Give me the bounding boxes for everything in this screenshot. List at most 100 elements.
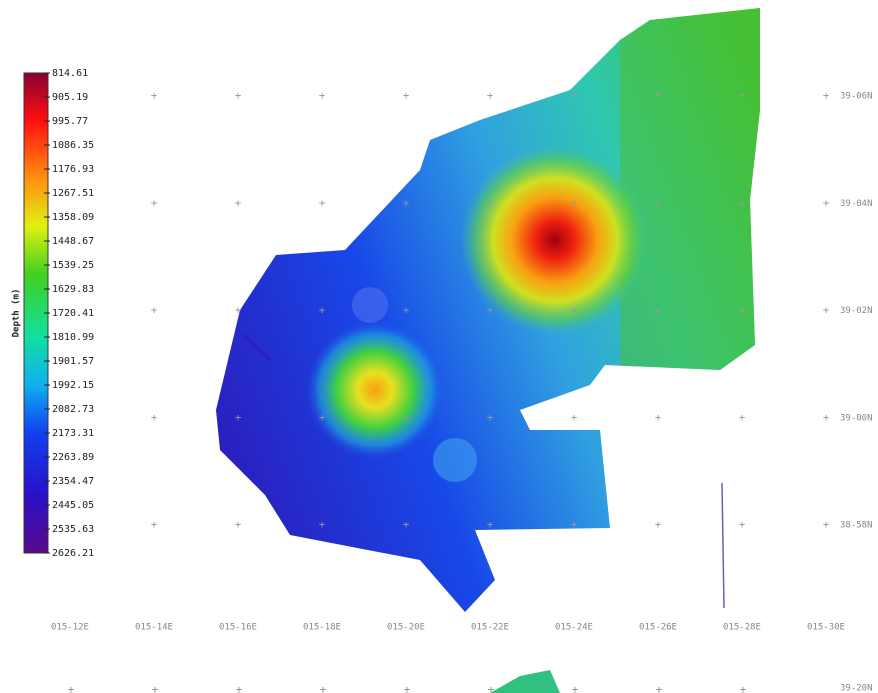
colorbar-ticks: 814.61 905.19 995.77 1086.35 1176.93 1267.51 1… <box>44 68 94 559</box>
grid-cross: + <box>823 196 830 209</box>
grid-cross: + <box>320 683 327 693</box>
longitude-label: 015-16E <box>219 623 257 633</box>
grid-cross: + <box>487 89 494 102</box>
grid-cross: + <box>656 683 663 693</box>
colorbar-tick-label: 2354.47 <box>52 476 94 487</box>
colorbar-tick-label: 995.77 <box>52 116 88 127</box>
grid-cross: + <box>151 89 158 102</box>
grid-cross: + <box>571 411 578 424</box>
colorbar-tick-label: 1810.99 <box>52 332 94 343</box>
longitude-label: 015-14E <box>135 623 173 633</box>
grid-cross: + <box>572 683 579 693</box>
grid-cross: + <box>319 304 326 317</box>
longitude-label: 015-30E <box>807 623 845 633</box>
grid-cross: + <box>403 518 410 531</box>
grid-cross: + <box>488 683 495 693</box>
latitude-label: 39-04N <box>840 199 873 209</box>
grid-cross: + <box>571 304 578 317</box>
grid-cross: + <box>823 89 830 102</box>
grid-cross: + <box>319 196 326 209</box>
map-grid: 015-12E 015-14E + + + + + + + + + +015-16E + + + + + + + + +… <box>51 89 872 693</box>
grid-cross: + <box>403 196 410 209</box>
grid-cross: + <box>488 683 495 693</box>
grid-cross: + <box>236 683 243 693</box>
grid-cross: + <box>235 89 242 102</box>
grid-cross: + <box>151 196 158 209</box>
grid-cross: + <box>404 683 411 693</box>
colorbar-label: Depth (m) <box>12 289 22 338</box>
grid-cross: + <box>152 683 159 693</box>
colorbar-tick-label: 1720.41 <box>52 308 94 319</box>
grid-cross: + <box>68 683 75 693</box>
colorbar-tick-label: 1992.15 <box>52 380 94 391</box>
colorbar-tick-label: 1901.57 <box>52 356 94 367</box>
grid-cross: + <box>656 683 663 693</box>
grid-cross: + <box>488 683 495 693</box>
grid-cross: + <box>740 683 747 693</box>
grid-cross: + <box>739 196 746 209</box>
grid-cross: + <box>487 411 494 424</box>
grid-cross: + <box>151 518 158 531</box>
survey-line <box>241 333 272 362</box>
latitude-label: 39-06N <box>840 92 873 102</box>
grid-cross: + <box>487 196 494 209</box>
grid-cross: + <box>823 411 830 424</box>
grid-cross: + <box>572 683 579 693</box>
grid-cross: + <box>236 683 243 693</box>
latitude-label: 39-20N <box>840 684 873 693</box>
grid-cross: + <box>739 411 746 424</box>
grid-cross: + <box>572 683 579 693</box>
grid-cross: + <box>823 518 830 531</box>
grid-cross: + <box>236 683 243 693</box>
grid-cross: + <box>404 683 411 693</box>
grid-cross: + <box>235 411 242 424</box>
grid-cross: + <box>823 304 830 317</box>
longitude-label: 015-26E <box>639 623 677 633</box>
grid-cross: + <box>320 683 327 693</box>
grid-cross: + <box>320 683 327 693</box>
grid-cross: + <box>656 683 663 693</box>
grid-cross: + <box>488 683 495 693</box>
longitude-label: 015-22E <box>471 623 509 633</box>
grid-cross: + <box>740 683 747 693</box>
latitude-label: 38-58N <box>840 521 873 531</box>
grid-cross: + <box>740 683 747 693</box>
grid-cross: + <box>319 518 326 531</box>
longitude-label: 015-28E <box>723 623 761 633</box>
grid-cross: + <box>151 304 158 317</box>
grid-cross: + <box>320 683 327 693</box>
colorbar-tick-label: 1086.35 <box>52 140 94 151</box>
grid-cross: + <box>571 196 578 209</box>
longitude-label: 015-20E <box>387 623 425 633</box>
grid-cross: + <box>655 89 662 102</box>
colorbar-tick-label: 2535.63 <box>52 524 94 535</box>
grid-cross: + <box>488 683 495 693</box>
grid-cross: + <box>68 683 75 693</box>
latitude-label: 39-00N <box>840 413 873 423</box>
grid-cross: + <box>487 304 494 317</box>
grid-cross: + <box>571 518 578 531</box>
grid-cross: + <box>655 411 662 424</box>
colorbar-tick-label: 814.61 <box>52 68 88 79</box>
colorbar-tick-label: 1539.25 <box>52 260 94 271</box>
colorbar-tick-label: 2263.89 <box>52 452 94 463</box>
grid-cross: + <box>68 683 75 693</box>
grid-cross: + <box>235 196 242 209</box>
grid-cross: + <box>739 89 746 102</box>
survey-line <box>721 482 725 609</box>
latitude-label: 39-02N <box>840 306 873 316</box>
colorbar-tick-label: 2626.21 <box>52 548 94 559</box>
grid-cross: + <box>404 683 411 693</box>
grid-cross: + <box>152 683 159 693</box>
grid-cross: + <box>571 89 578 102</box>
grid-cross: + <box>152 683 159 693</box>
grid-cross: + <box>68 683 75 693</box>
grid-cross: + <box>152 683 159 693</box>
grid-cross: + <box>740 683 747 693</box>
grid-cross: + <box>404 683 411 693</box>
colorbar-tick-label: 1448.67 <box>52 236 94 247</box>
grid-cross: + <box>404 683 411 693</box>
colorbar-tick-label: 1358.09 <box>52 212 94 223</box>
grid-cross: + <box>403 304 410 317</box>
